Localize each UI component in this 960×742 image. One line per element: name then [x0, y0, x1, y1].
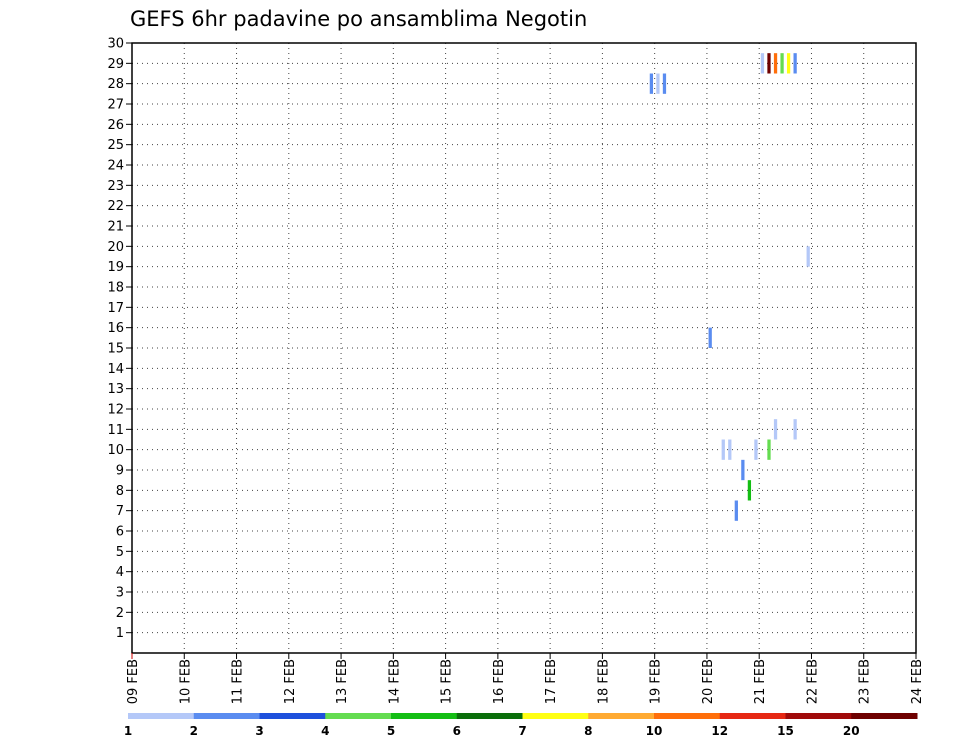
y-tick-label: 30 — [107, 37, 124, 52]
x-tick-label: 13 FEB — [335, 659, 350, 704]
precip-cell — [773, 53, 778, 74]
y-tick-label: 10 — [107, 443, 124, 458]
precipitation-cells — [649, 53, 810, 521]
colorbar-swatch — [193, 713, 260, 719]
y-tick-label: 19 — [107, 260, 124, 275]
precip-cell — [760, 53, 765, 74]
y-tick-label: 25 — [107, 138, 124, 153]
y-tick-label: 9 — [116, 464, 124, 479]
precip-cell — [734, 500, 738, 521]
y-tick-label: 12 — [107, 403, 124, 418]
y-tick-label: 23 — [107, 179, 124, 194]
precip-cell — [793, 53, 797, 74]
y-tick-label: 24 — [107, 159, 124, 174]
grid-lines — [132, 42, 916, 653]
x-tick-label: 24 FEB — [910, 659, 925, 704]
precip-cell — [728, 439, 732, 460]
colorbar-label: 1 — [124, 724, 132, 738]
colorbar-label: 15 — [777, 724, 794, 738]
colorbar-label: 2 — [190, 724, 198, 738]
colorbar-swatch — [522, 713, 589, 719]
colorbar-label: 12 — [711, 724, 728, 738]
y-tick-label: 29 — [107, 57, 124, 72]
precip-cell — [786, 53, 791, 74]
colorbar-swatch — [785, 713, 852, 719]
colorbar-label: 3 — [255, 724, 263, 738]
colorbar-swatch — [719, 713, 786, 719]
y-tick-label: 28 — [107, 77, 124, 92]
x-tick-label: 16 FEB — [492, 659, 507, 704]
y-tick-label: 4 — [116, 565, 124, 580]
y-tick-label: 17 — [107, 301, 124, 316]
precip-cell — [780, 53, 784, 74]
x-tick-label: 17 FEB — [544, 659, 559, 704]
x-tick-label: 11 FEB — [231, 659, 246, 704]
precip-cell — [767, 439, 771, 460]
y-tick-label: 18 — [107, 281, 124, 296]
y-tick-label: 8 — [116, 484, 124, 499]
precip-cell — [747, 480, 752, 501]
y-tick-label: 11 — [107, 423, 124, 438]
colorbar-swatch — [259, 713, 326, 719]
x-tick-label: 23 FEB — [858, 659, 873, 704]
colorbar-swatch — [391, 713, 458, 719]
colorbar-swatch — [325, 713, 392, 719]
precip-cell — [793, 419, 797, 440]
y-tick-label: 14 — [107, 362, 124, 377]
precip-cell — [754, 439, 758, 460]
colorbar-swatch — [456, 713, 523, 719]
colorbar-label: 4 — [321, 724, 329, 738]
y-tick-label: 3 — [116, 586, 124, 601]
x-axis: 09 FEB 10 FEB 11 FEB 12 FEB 13 FEB 14 FEB 15 F… — [126, 653, 925, 704]
x-tick-label: 18 FEB — [596, 659, 611, 704]
colorbar-swatch — [128, 713, 195, 719]
x-tick-label: 14 FEB — [387, 659, 402, 704]
x-tick-label: 15 FEB — [440, 659, 455, 704]
precip-cell — [649, 73, 654, 94]
y-tick-label: 13 — [107, 382, 124, 397]
x-tick-label: 21 FEB — [753, 659, 768, 704]
colorbar-label: 6 — [453, 724, 461, 738]
precip-cell — [773, 419, 778, 440]
colorbar-label: 10 — [646, 724, 663, 738]
y-tick-label: 27 — [107, 98, 124, 113]
precip-cell — [806, 246, 810, 267]
precip-cell — [741, 459, 745, 481]
x-tick-label: 12 FEB — [283, 659, 298, 704]
colorbar-label: 7 — [518, 724, 526, 738]
precip-cell — [767, 53, 771, 74]
x-tick-label: 20 FEB — [701, 659, 716, 704]
colorbar-swatch — [588, 713, 655, 719]
colorbar-label: 20 — [843, 724, 860, 738]
y-tick-label: 16 — [107, 321, 124, 336]
colorbar: 1 2 3 4 5 6 7 8 10 12 15 20 — [124, 713, 918, 738]
y-axis: 1234567891011121314151617181920212223242… — [107, 37, 132, 641]
colorbar-label: 8 — [584, 724, 592, 738]
precip-cell — [656, 73, 660, 94]
colorbar-label: 5 — [387, 724, 395, 738]
colorbar-swatch — [851, 713, 918, 719]
y-tick-label: 6 — [116, 525, 124, 540]
plot-frame — [131, 42, 917, 654]
x-tick-label: 10 FEB — [178, 659, 193, 704]
x-tick-label: 19 FEB — [649, 659, 664, 704]
y-tick-label: 15 — [107, 342, 124, 357]
y-tick-label: 22 — [107, 199, 124, 214]
precip-cell — [662, 73, 667, 94]
y-tick-label: 2 — [116, 606, 124, 621]
y-tick-label: 1 — [116, 626, 124, 641]
precip-cell — [721, 439, 725, 460]
x-tick-label: 22 FEB — [805, 659, 820, 704]
y-tick-label: 7 — [116, 504, 124, 519]
y-tick-label: 5 — [116, 545, 124, 560]
y-tick-label: 20 — [107, 240, 124, 255]
x-tick-label: 09 FEB — [126, 659, 141, 704]
colorbar-swatch — [654, 713, 721, 719]
precip-cell — [708, 327, 712, 348]
y-tick-label: 21 — [107, 220, 124, 235]
chart-title: GEFS 6hr padavine po ansamblima Negotin — [130, 7, 587, 31]
y-tick-label: 26 — [107, 118, 124, 133]
